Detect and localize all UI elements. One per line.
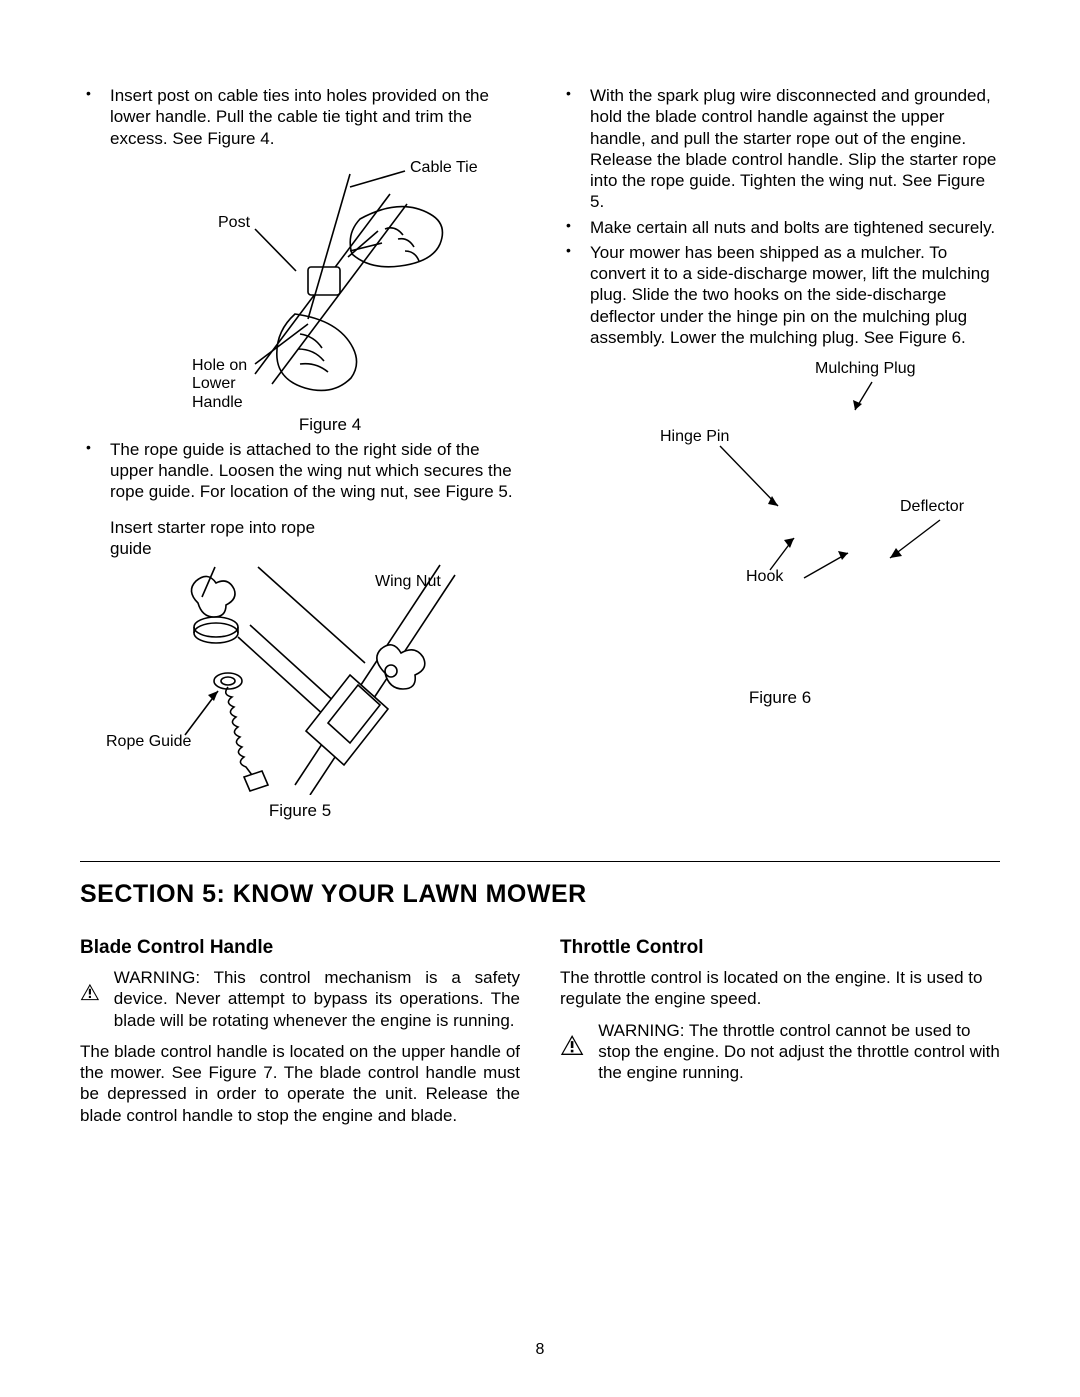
warning-text-throttle: WARNING: The throttle control cannot be … bbox=[598, 1020, 1000, 1084]
section5-right: Throttle Control The throttle control is… bbox=[560, 937, 1000, 1136]
manual-page: Insert post on cable ties into holes pro… bbox=[0, 0, 1080, 1176]
label-hole-lower-handle: Hole on Lower Handle bbox=[192, 357, 247, 412]
label-wing-nut: Wing Nut bbox=[375, 573, 441, 591]
throttle-body-text: The throttle control is located on the e… bbox=[560, 967, 1000, 1010]
label-rope-guide: Rope Guide bbox=[106, 733, 191, 751]
label-hook: Hook bbox=[746, 568, 783, 586]
right-bullet-list: With the spark plug wire disconnected an… bbox=[560, 85, 1000, 348]
page-number: 8 bbox=[0, 1341, 1080, 1359]
section-divider bbox=[80, 861, 1000, 862]
figure-6: Mulching Plug Hinge Pin Deflector Hook bbox=[560, 358, 1000, 658]
bullet-item: The rope guide is attached to the right … bbox=[110, 439, 520, 503]
throttle-heading: Throttle Control bbox=[560, 937, 1000, 959]
warning-text-blade: WARNING: This control mechanism is a saf… bbox=[114, 967, 520, 1031]
label-mulching-plug: Mulching Plug bbox=[815, 360, 916, 378]
figure-5-caption: Figure 5 bbox=[110, 801, 490, 821]
label-post: Post bbox=[218, 214, 250, 232]
warning-block-blade: WARNING: This control mechanism is a saf… bbox=[80, 967, 520, 1031]
figure-5: Wing Nut Rope Guide bbox=[110, 555, 490, 795]
warning-icon bbox=[80, 967, 100, 1017]
warning-block-throttle: WARNING: The throttle control cannot be … bbox=[560, 1020, 1000, 1084]
section5-two-column: Blade Control Handle WARNING: This contr… bbox=[80, 937, 1000, 1136]
left-bullet-list-2: The rope guide is attached to the right … bbox=[80, 439, 520, 503]
figure-4-caption: Figure 4 bbox=[180, 415, 480, 435]
warning-icon bbox=[560, 1020, 584, 1070]
figure-6-caption: Figure 6 bbox=[560, 688, 1000, 708]
blade-body-text: The blade control handle is located on t… bbox=[80, 1041, 520, 1126]
section5-left: Blade Control Handle WARNING: This contr… bbox=[80, 937, 520, 1136]
bullet-item: Insert post on cable ties into holes pro… bbox=[110, 85, 520, 149]
label-deflector: Deflector bbox=[900, 498, 964, 516]
right-column: With the spark plug wire disconnected an… bbox=[560, 85, 1000, 821]
left-column: Insert post on cable ties into holes pro… bbox=[80, 85, 520, 821]
label-hinge-pin: Hinge Pin bbox=[660, 428, 729, 446]
section-5-title: SECTION 5: KNOW YOUR LAWN MOWER bbox=[80, 880, 1000, 909]
label-cable-tie: Cable Tie bbox=[410, 159, 478, 177]
blade-control-heading: Blade Control Handle bbox=[80, 937, 520, 959]
fig5-instruction: Insert starter rope into rope guide bbox=[110, 517, 320, 560]
bullet-item: Your mower has been shipped as a mulcher… bbox=[590, 242, 1000, 348]
left-bullet-list-1: Insert post on cable ties into holes pro… bbox=[80, 85, 520, 149]
upper-two-column: Insert post on cable ties into holes pro… bbox=[80, 85, 1000, 821]
bullet-item: Make certain all nuts and bolts are tigh… bbox=[590, 217, 1000, 238]
bullet-item: With the spark plug wire disconnected an… bbox=[590, 85, 1000, 213]
figure-4: Cable Tie Post Hole on Lower Handle bbox=[200, 159, 500, 409]
